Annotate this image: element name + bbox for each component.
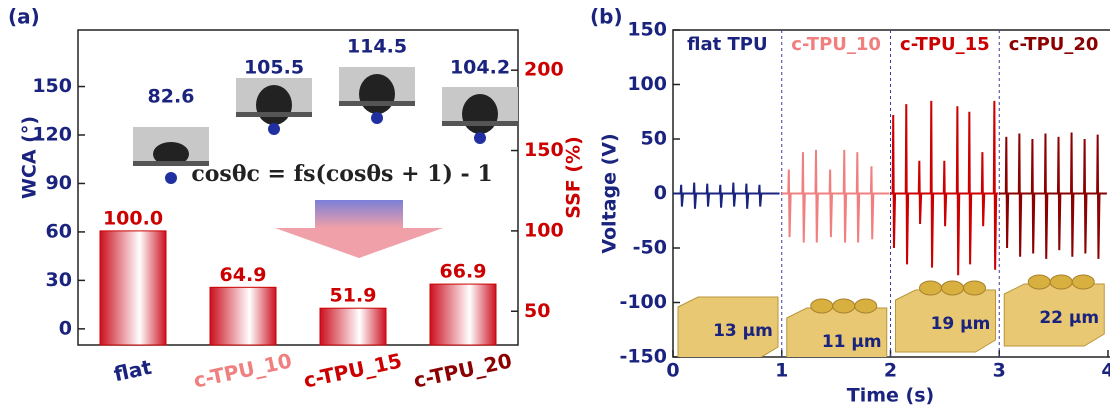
bar [320,308,386,345]
y-tick-label: -150 [619,346,667,368]
series-label: flat TPU [687,34,767,55]
sample-label: 13 μm [713,321,773,341]
sample-bump [855,299,877,313]
panel-label: (a) [8,5,40,29]
figure: (a)030609012015050100150200WCA (°)SSF (%… [0,0,1110,410]
y-tick-label: 0 [59,317,72,339]
y2-tick-label: 200 [524,59,564,81]
voltage-line [673,183,780,209]
series-label: c-TPU_10 [791,34,881,55]
droplet-marker [474,132,486,144]
voltage-line [782,150,890,243]
sample-label: 22 μm [1039,308,1099,328]
sample-bump [811,299,833,313]
wca-label: 104.2 [450,57,510,79]
x-tick-label: 0 [666,360,679,382]
droplet [359,74,395,114]
x-tick-label: c-TPU_15 [301,348,403,392]
sample-bump [964,281,986,295]
panel-label: (b) [590,5,623,29]
sample-label: 11 μm [822,332,882,352]
y-tick-label: 90 [46,172,72,194]
series-label: c-TPU_15 [900,34,990,55]
x-tick-label: flat [112,355,154,386]
droplet [256,85,292,125]
droplet [462,94,498,134]
wca-label: 82.6 [148,86,195,108]
bar-value-label: 51.9 [330,285,377,307]
sample-bump [942,281,964,295]
sample-bump [920,281,942,295]
droplet-substrate [442,121,518,126]
y-tick-label: -100 [619,291,667,313]
wca-label: 114.5 [347,36,407,58]
y-tick-label: 60 [46,220,72,242]
arrow [275,200,443,258]
sample-label: 19 μm [931,314,991,334]
bar [210,287,276,345]
x-tick-label: 2 [884,360,897,382]
bar-value-label: 66.9 [440,261,487,283]
x-tick-label: 4 [1101,360,1110,382]
voltage-line [999,132,1107,258]
bar [100,231,166,345]
y2-tick-label: 100 [524,219,564,241]
y-tick-label: 100 [627,73,667,95]
sample-bump [1072,275,1094,289]
sample-bump [833,299,855,313]
droplet-substrate [236,112,312,117]
droplet-marker [165,172,177,184]
formula: cosθc = fs(cosθs + 1) - 1 [191,161,492,187]
sample-bump [1050,275,1072,289]
y2-tick-label: 50 [524,300,550,322]
droplet-marker [371,112,383,124]
y2-axis-label: SSF (%) [563,136,585,219]
x-axis-label: Time (s) [847,385,934,407]
droplet-marker [268,123,280,135]
y-tick-label: 30 [46,269,72,291]
series-label: c-TPU_20 [1009,34,1099,55]
wca-label: 105.5 [244,57,304,79]
y-axis-label: Voltage (V) [599,133,621,253]
y-tick-label: 150 [627,19,667,41]
plot-area: 13 μm 11 μm 19 μm 22 μm [673,101,1107,370]
droplet-substrate [339,101,415,106]
y-tick-label: 150 [32,75,72,97]
y-tick-label: 50 [641,128,667,150]
x-tick-label: 3 [993,360,1006,382]
x-tick-label: c-TPU_10 [191,348,293,392]
bar-value-label: 64.9 [220,264,267,286]
sample-bump [1028,275,1050,289]
bar-value-label: 100.0 [103,207,163,229]
voltage-line [891,101,999,275]
y-tick-label: 0 [654,182,667,204]
y-tick-label: -50 [633,237,667,259]
y-axis-label: WCA (°) [19,116,41,199]
x-tick-label: 1 [775,360,788,382]
y2-tick-label: 150 [524,139,564,161]
x-tick-label: c-TPU_20 [411,348,513,392]
bar [430,284,496,345]
